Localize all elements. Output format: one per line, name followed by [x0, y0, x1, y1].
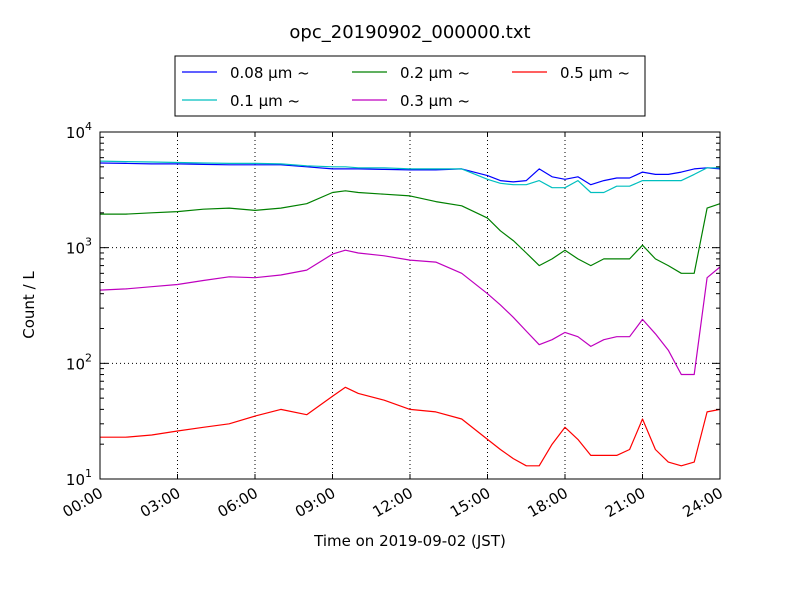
series-lines	[99, 160, 721, 467]
series-line-4	[100, 386, 721, 467]
x-tick-label: 24:00	[680, 484, 726, 521]
x-tick-labels: 00:00 03:00 06:00 09:00 12:00 15:00 18:00 21:00…	[60, 484, 726, 521]
x-tick-label: 21:00	[602, 484, 648, 521]
x-tick-label: 18:00	[525, 484, 571, 521]
y-tick-label: 102	[66, 351, 92, 373]
legend-label: 0.08 μm ~	[230, 64, 310, 82]
y-axis-label: Count / L	[20, 271, 38, 339]
y-tick-label: 104	[66, 120, 92, 142]
legend-label: 0.2 μm ~	[400, 64, 470, 82]
x-axis-label: Time on 2019-09-02 (JST)	[313, 532, 506, 550]
series-line-0	[99, 162, 721, 186]
x-tick-label: 15:00	[447, 484, 493, 521]
legend-label: 0.3 μm ~	[400, 92, 470, 110]
series-line-1	[99, 160, 720, 194]
series-line-2	[100, 190, 721, 274]
legend-label: 0.1 μm ~	[230, 92, 300, 110]
legend-box	[174, 55, 646, 117]
x-tick-label: 12:00	[370, 484, 416, 521]
x-tick-label: 06:00	[215, 484, 261, 521]
series-line-3	[99, 249, 721, 376]
legend: 0.08 μm ~ 0.1 μm ~ 0.2 μm ~ 0.3 μm ~ 0.5 μm …	[174, 55, 646, 117]
chart-title: opc_20190902_000000.txt	[289, 22, 530, 43]
x-tick-label: 09:00	[292, 484, 338, 521]
y-tick-label: 103	[66, 236, 92, 258]
x-tick-label: 03:00	[137, 484, 183, 521]
x-tick-label: 00:00	[60, 484, 106, 521]
axis-ticks	[99, 131, 721, 480]
y-tick-labels: 101 102 103 104	[66, 120, 92, 489]
grid-lines	[100, 132, 720, 479]
y-tick-label: 101	[66, 467, 92, 489]
legend-label: 0.5 μm ~	[560, 64, 630, 82]
